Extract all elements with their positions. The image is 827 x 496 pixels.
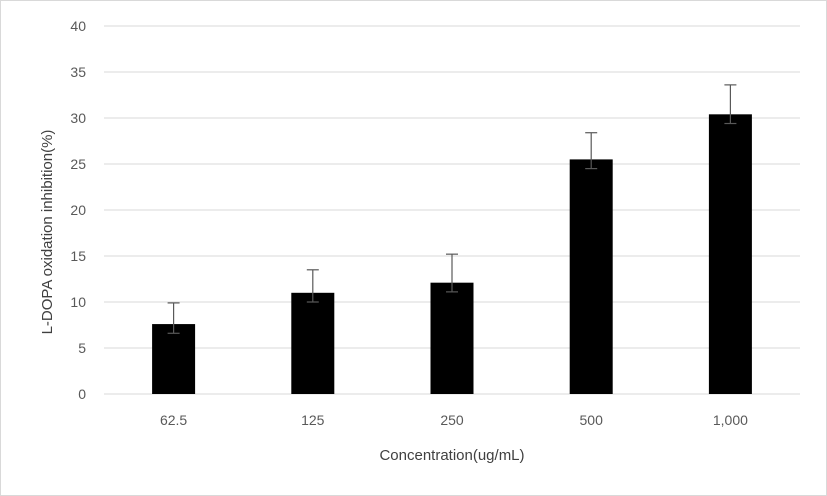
gridlines [104,25,800,395]
bar [430,282,474,394]
x-tick-label: 1,000 [713,412,748,428]
y-tick-label: 30 [70,110,86,126]
x-axis-title: Concentration(ug/mL) [379,447,524,464]
x-tick-label: 62.5 [160,412,187,428]
error-bars [167,84,737,334]
x-tick-label: 125 [301,412,325,428]
bar [152,324,196,394]
y-tick-label: 25 [70,156,86,172]
y-tick-label: 10 [70,294,86,310]
x-tick-label: 500 [580,412,604,428]
y-axis-title: L-DOPA oxidation inhibition(%) [39,130,56,335]
bar [708,114,752,394]
y-tick-label: 20 [70,202,86,218]
y-tick-labels: 0 5 10 15 20 25 30 35 40 [70,18,86,402]
bar [291,292,335,394]
bars [152,114,752,394]
y-tick-label: 35 [70,64,86,80]
y-tick-label: 5 [78,340,86,356]
y-tick-label: 15 [70,248,86,264]
x-tick-label: 250 [440,412,464,428]
y-tick-label: 0 [78,386,86,402]
y-tick-label: 40 [70,18,86,34]
bar [569,159,613,394]
x-tick-labels: 62.5 125 250 500 1,000 [160,412,748,428]
